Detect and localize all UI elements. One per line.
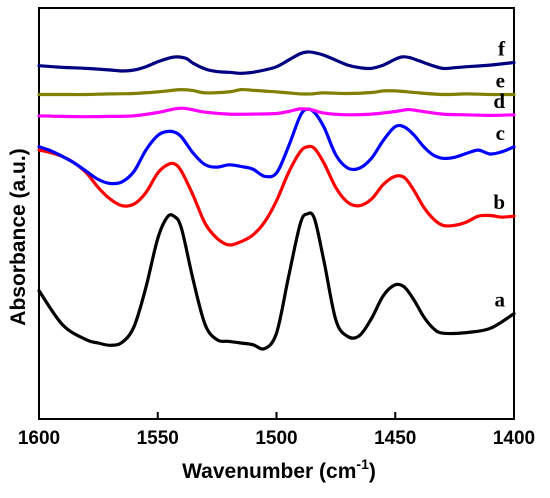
series-label-e: e xyxy=(496,69,505,93)
series-line-e xyxy=(37,87,516,97)
series-label-a: a xyxy=(495,288,506,312)
series-label-f: f xyxy=(498,36,506,60)
series-label-d: d xyxy=(493,89,505,113)
x-tick-label-1450: 1450 xyxy=(374,428,416,449)
x-axis-ticks xyxy=(38,412,515,419)
series-line-b xyxy=(37,144,516,247)
series-label-c: c xyxy=(496,121,505,145)
y-axis-title: Absorbance (a.u.) xyxy=(7,148,30,325)
series-line-a xyxy=(37,211,516,351)
series-line-f xyxy=(37,50,516,75)
x-axis-title-superscript: -1 xyxy=(356,456,369,472)
series-label-b: b xyxy=(493,190,505,214)
series-line-d xyxy=(37,106,516,119)
series-line-c xyxy=(37,107,516,186)
x-axis-title: Wavenumber (cm-1) xyxy=(182,456,376,483)
x-tick-label-1600: 1600 xyxy=(18,428,60,449)
x-axis-tick-labels: 1600 1550 1500 1450 1400 xyxy=(18,428,535,449)
x-tick-label-1400: 1400 xyxy=(493,428,535,449)
series-lines xyxy=(37,50,516,351)
x-tick-label-1500: 1500 xyxy=(255,428,297,449)
x-tick-label-1550: 1550 xyxy=(137,428,179,449)
